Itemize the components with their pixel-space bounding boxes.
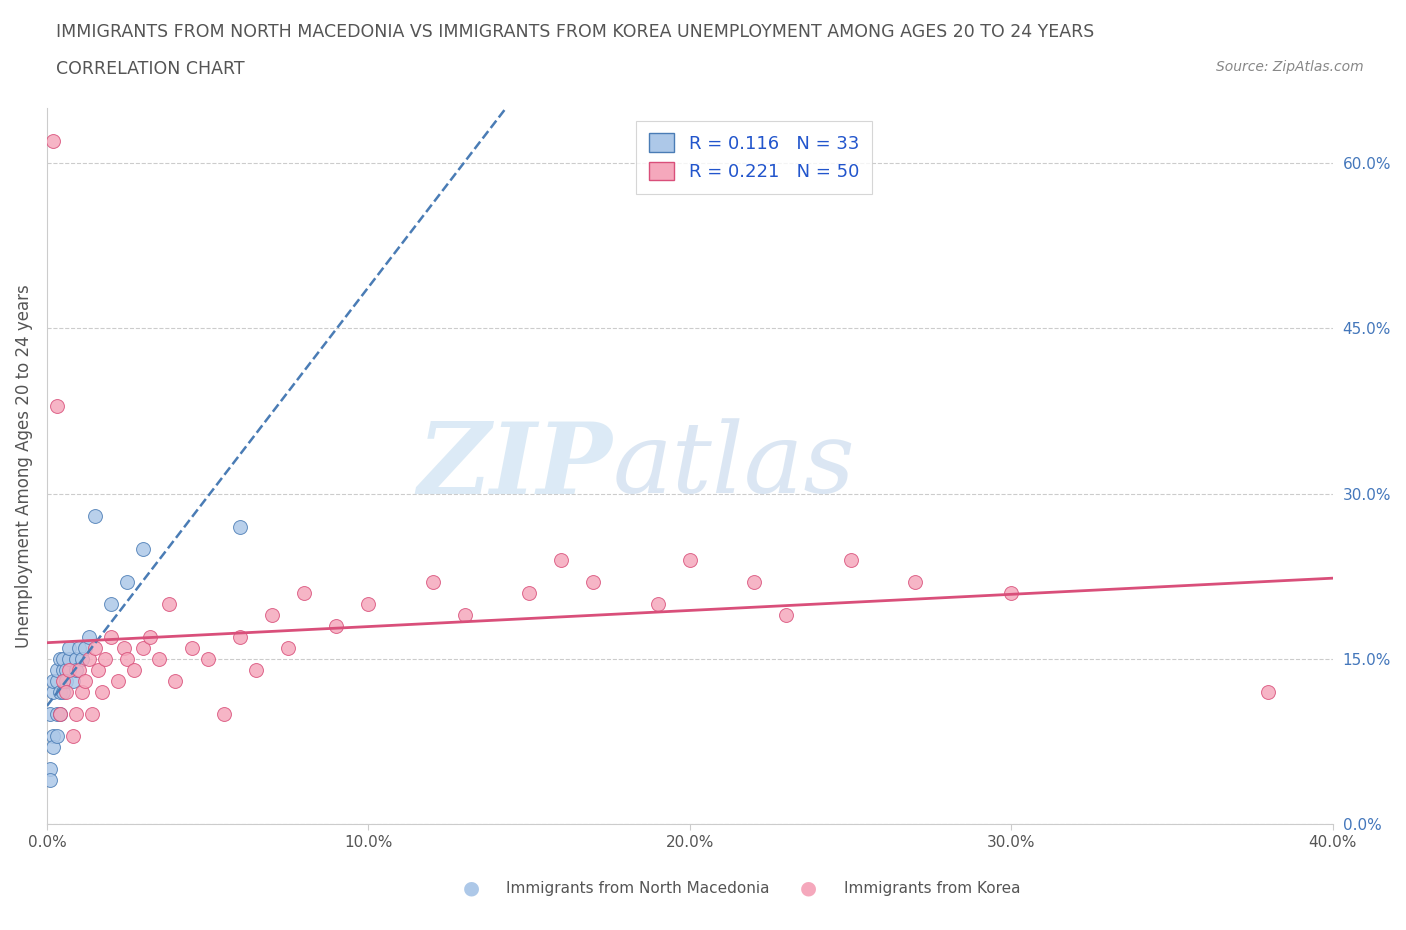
Point — [42, 729, 65, 744]
Point — [77, 630, 100, 644]
Point — [39, 707, 62, 722]
Point — [107, 673, 129, 688]
Point — [165, 673, 187, 688]
Legend: R = 0.116   N = 33, R = 0.221   N = 50: R = 0.116 N = 33, R = 0.221 N = 50 — [637, 121, 872, 193]
Point — [112, 641, 135, 656]
Point — [62, 729, 84, 744]
Point — [52, 684, 75, 699]
Point — [132, 541, 155, 556]
Text: ●: ● — [800, 879, 817, 897]
Point — [260, 607, 283, 622]
Point — [94, 652, 117, 667]
Point — [277, 641, 299, 656]
Point — [157, 596, 180, 611]
Point — [65, 707, 87, 722]
Point — [229, 630, 252, 644]
Point — [45, 398, 67, 413]
Point — [775, 607, 797, 622]
Point — [117, 652, 139, 667]
Point — [197, 652, 219, 667]
Point — [48, 684, 70, 699]
Point — [325, 618, 347, 633]
Point — [62, 673, 84, 688]
Point — [52, 652, 75, 667]
Text: Immigrants from Korea: Immigrants from Korea — [844, 881, 1021, 896]
Point — [550, 552, 572, 567]
Point — [75, 673, 97, 688]
Point — [58, 641, 80, 656]
Point — [84, 509, 107, 524]
Y-axis label: Unemployment Among Ages 20 to 24 years: Unemployment Among Ages 20 to 24 years — [15, 285, 32, 648]
Point — [100, 630, 122, 644]
Point — [454, 607, 477, 622]
Point — [90, 684, 112, 699]
Text: ZIP: ZIP — [418, 418, 613, 514]
Point — [45, 729, 67, 744]
Point — [52, 663, 75, 678]
Point — [67, 641, 90, 656]
Text: IMMIGRANTS FROM NORTH MACEDONIA VS IMMIGRANTS FROM KOREA UNEMPLOYMENT AMONG AGES: IMMIGRANTS FROM NORTH MACEDONIA VS IMMIG… — [56, 23, 1094, 41]
Point — [1257, 684, 1279, 699]
Text: Source: ZipAtlas.com: Source: ZipAtlas.com — [1216, 60, 1364, 74]
Point — [45, 707, 67, 722]
Point — [42, 134, 65, 149]
Point — [84, 641, 107, 656]
Point — [839, 552, 862, 567]
Point — [148, 652, 170, 667]
Point — [80, 707, 103, 722]
Point — [58, 652, 80, 667]
Point — [87, 663, 110, 678]
Point — [42, 740, 65, 755]
Point — [45, 673, 67, 688]
Point — [679, 552, 702, 567]
Point — [292, 586, 315, 601]
Point — [180, 641, 202, 656]
Point — [48, 707, 70, 722]
Point — [75, 641, 97, 656]
Point — [70, 652, 93, 667]
Point — [42, 673, 65, 688]
Point — [117, 575, 139, 590]
Text: CORRELATION CHART: CORRELATION CHART — [56, 60, 245, 78]
Point — [122, 663, 145, 678]
Point — [65, 663, 87, 678]
Point — [742, 575, 765, 590]
Point — [58, 663, 80, 678]
Point — [647, 596, 669, 611]
Point — [48, 707, 70, 722]
Text: ●: ● — [463, 879, 479, 897]
Point — [77, 652, 100, 667]
Point — [422, 575, 444, 590]
Point — [39, 773, 62, 788]
Point — [70, 684, 93, 699]
Point — [55, 663, 77, 678]
Point — [229, 520, 252, 535]
Point — [48, 652, 70, 667]
Point — [55, 684, 77, 699]
Point — [52, 673, 75, 688]
Point — [132, 641, 155, 656]
Point — [42, 684, 65, 699]
Point — [582, 575, 605, 590]
Point — [45, 663, 67, 678]
Point — [212, 707, 235, 722]
Point — [100, 596, 122, 611]
Text: atlas: atlas — [613, 418, 855, 514]
Point — [65, 652, 87, 667]
Text: Immigrants from North Macedonia: Immigrants from North Macedonia — [506, 881, 769, 896]
Point — [357, 596, 380, 611]
Point — [245, 663, 267, 678]
Point — [904, 575, 927, 590]
Point — [139, 630, 162, 644]
Point — [1000, 586, 1022, 601]
Point — [517, 586, 540, 601]
Point — [67, 663, 90, 678]
Point — [39, 762, 62, 777]
Point — [55, 673, 77, 688]
